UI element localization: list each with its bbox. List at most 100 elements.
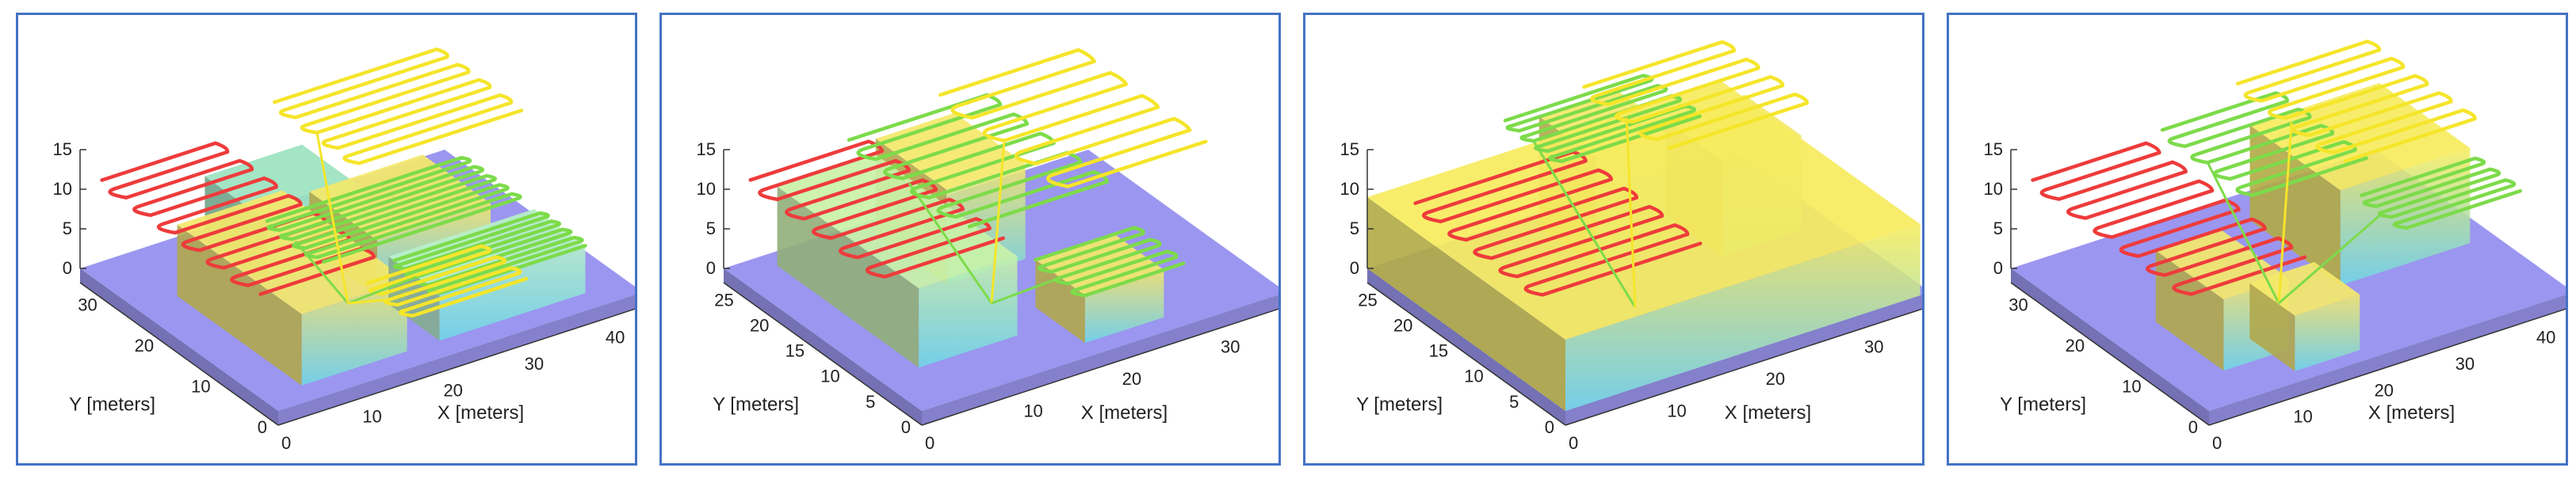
- z-tick-label: 0: [1350, 258, 1359, 278]
- x-tick-label: 0: [1569, 433, 1578, 453]
- z-tick-label: 15: [53, 139, 72, 159]
- x-tick-label: 30: [525, 354, 544, 374]
- z-tick-label: 10: [697, 179, 716, 199]
- z-tick-label: 15: [697, 139, 716, 159]
- y-tick-label: 10: [191, 377, 210, 397]
- plot-panel-1: 0 5 10 15 0 10 20 30 Y [meters] 0 10 20 30 40 X [meter…: [16, 13, 637, 466]
- transit-line: [2278, 211, 2385, 305]
- y-tick-label: 0: [1545, 417, 1554, 437]
- plot-panel-4: 0 5 10 15 0 10 20 30 Y [meters] 0 10 20 30 40 X [meter…: [1947, 13, 2568, 466]
- transit-line: [347, 276, 418, 305]
- plot-svg-3: 0 5 10 15 0 5 10 15 20 25 Y [meters] 0 10 20 30 X [mete…: [1340, 40, 1922, 453]
- block-face-left: [2155, 250, 2224, 371]
- trajectory-path: [273, 48, 524, 165]
- z-tick-label: 0: [1993, 258, 2003, 278]
- x-axis-line: [921, 308, 1278, 426]
- y-tick-label: 0: [2188, 417, 2198, 437]
- y-axis-line: [1366, 282, 1566, 426]
- block-face-left: [1367, 197, 1565, 411]
- ground-edge-front: [278, 295, 635, 425]
- plot-panel-2: 0 5 10 15 0 5 10 15 20 25 Y [meters] 0 10 20 30 X [mete…: [659, 13, 1281, 466]
- x-tick-label: 10: [1023, 401, 1042, 420]
- ground-edge-left: [2011, 268, 2209, 425]
- plot-svg-4: 0 5 10 15 0 10 20 30 Y [meters] 0 10 20 30 40 X [meter…: [1984, 40, 2566, 453]
- trajectory-path: [847, 93, 1110, 229]
- block-face-left: [1035, 260, 1085, 344]
- z-tick-label: 10: [1984, 179, 2003, 199]
- y-tick-label: 30: [78, 295, 97, 315]
- ground-edge-left: [724, 268, 922, 425]
- z-tick-label: 5: [63, 219, 72, 238]
- ground-edge-front: [922, 295, 1278, 425]
- trajectory-path: [365, 244, 529, 318]
- z-tick-label: 0: [63, 258, 72, 278]
- x-tick-label: 10: [2293, 407, 2312, 427]
- transit-line: [1625, 117, 1637, 308]
- x-tick-label: 30: [2456, 354, 2475, 374]
- block-face-front: [1084, 269, 1164, 344]
- trajectory-path: [938, 48, 1208, 188]
- x-tick-label: 20: [1766, 369, 1785, 389]
- y-tick-label: 10: [820, 367, 839, 386]
- y-axis-label: Y [meters]: [713, 394, 799, 416]
- y-tick-label: 0: [901, 417, 911, 437]
- z-tick-label: 0: [706, 258, 716, 278]
- y-tick-label: 20: [750, 315, 769, 335]
- transit-line: [1532, 140, 1637, 308]
- y-tick-label: 5: [1509, 392, 1519, 412]
- transit-line: [2206, 162, 2280, 304]
- transit-line: [2277, 122, 2293, 304]
- trajectory-path: [1413, 150, 1703, 297]
- transit-line: [908, 182, 993, 304]
- y-tick-label: 20: [135, 336, 154, 356]
- block-face-front: [1565, 224, 1921, 411]
- z-tick-label: 15: [1984, 139, 2003, 159]
- block-face-top: [2249, 82, 2471, 191]
- y-tick-label: 0: [258, 417, 267, 437]
- x-axis-label: X [meters]: [1081, 402, 1168, 424]
- plot-svg-1: 0 5 10 15 0 10 20 30 Y [meters] 0 10 20 30 40 X [meter…: [53, 48, 635, 453]
- z-tick-label: 5: [1993, 219, 2003, 238]
- x-tick-label: 20: [1122, 369, 1141, 389]
- trajectory-path: [1582, 40, 1809, 150]
- z-tick-label: 15: [1340, 139, 1359, 159]
- x-tick-label: 0: [2212, 433, 2222, 453]
- trajectory-path: [2360, 156, 2522, 230]
- block-face-top: [177, 190, 407, 314]
- y-tick-label: 10: [1464, 367, 1483, 386]
- y-tick-label: 20: [1393, 315, 1412, 335]
- ground-edge-left: [80, 268, 278, 425]
- x-tick-label: 40: [606, 328, 625, 348]
- block-face-front: [2340, 148, 2471, 286]
- x-tick-label: 20: [443, 380, 462, 400]
- y-axis-line: [79, 282, 279, 426]
- trajectory-path: [392, 211, 587, 295]
- x-axis-label: X [meters]: [1725, 402, 1811, 424]
- trajectory-path: [2031, 141, 2307, 296]
- z-tick-label: 5: [706, 219, 716, 238]
- y-tick-label: 25: [714, 290, 733, 310]
- ground-edge-front: [1565, 295, 1922, 425]
- ground-edge-front: [2209, 295, 2566, 425]
- plot-svg-2: 0 5 10 15 0 5 10 15 20 25 Y [meters] 0 10 20 30 X [mete…: [697, 48, 1278, 453]
- x-tick-label: 30: [1864, 337, 1883, 356]
- x-axis-line: [2208, 308, 2566, 426]
- y-tick-label: 15: [1429, 341, 1448, 361]
- transit-line: [991, 276, 1061, 305]
- x-tick-label: 0: [281, 433, 291, 453]
- x-axis-line: [277, 308, 635, 426]
- y-tick-label: 10: [2122, 377, 2141, 397]
- transit-line: [294, 240, 350, 304]
- z-tick-label: 5: [1350, 219, 1359, 238]
- y-tick-label: 15: [785, 341, 805, 361]
- x-axis-label: X [meters]: [438, 402, 524, 424]
- transit-line: [347, 298, 391, 305]
- y-tick-label: 25: [1358, 290, 1377, 310]
- x-axis-label: X [meters]: [2368, 402, 2455, 424]
- x-tick-label: 10: [1667, 401, 1686, 420]
- x-tick-label: 10: [362, 407, 381, 427]
- y-axis-label: Y [meters]: [2000, 394, 2086, 416]
- block-face-front: [439, 245, 586, 341]
- x-tick-label: 40: [2536, 328, 2555, 348]
- plot-panel-3: 0 5 10 15 0 5 10 15 20 25 Y [meters] 0 10 20 30 X [mete…: [1303, 13, 1924, 466]
